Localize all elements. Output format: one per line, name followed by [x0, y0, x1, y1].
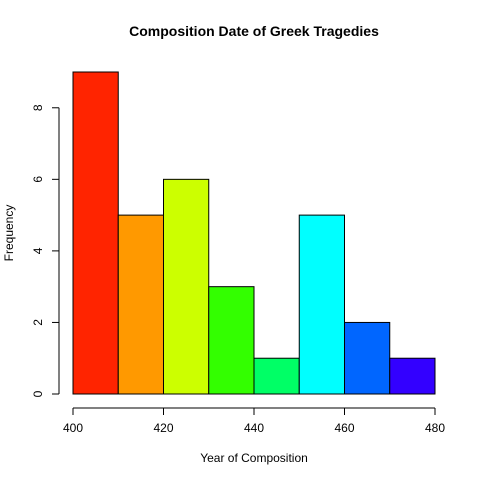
y-tick-label: 0 — [31, 390, 45, 397]
histogram-bar-420-430 — [163, 178, 210, 395]
y-axis: 0 2 4 6 8 — [31, 104, 60, 397]
histogram-bar-450-460 — [298, 214, 345, 395]
histogram-bar-440-450 — [253, 357, 300, 395]
y-tick-label: 2 — [31, 319, 45, 326]
x-tick-label: 420 — [153, 421, 173, 435]
x-tick-label: 480 — [425, 421, 445, 435]
y-axis-label: Frequency — [2, 205, 16, 262]
bars-group — [72, 71, 436, 395]
x-tick-label: 460 — [334, 421, 354, 435]
histogram-bar-410-420 — [117, 214, 164, 395]
x-axis-label: Year of Composition — [200, 451, 308, 465]
y-tick-label: 4 — [31, 247, 45, 254]
histogram-bar-470-480 — [389, 357, 436, 395]
histogram-bar-400-410 — [72, 71, 119, 395]
x-axis: 400 420 440 460 480 — [63, 407, 445, 435]
y-tick-label: 6 — [31, 176, 45, 183]
y-tick-label: 8 — [31, 104, 45, 111]
x-tick-label: 440 — [244, 421, 264, 435]
histogram-bar-430-440 — [208, 286, 255, 395]
x-tick-label: 400 — [63, 421, 83, 435]
chart-title: Composition Date of Greek Tragedies — [129, 23, 379, 39]
histogram-bar-460-470 — [344, 321, 391, 395]
